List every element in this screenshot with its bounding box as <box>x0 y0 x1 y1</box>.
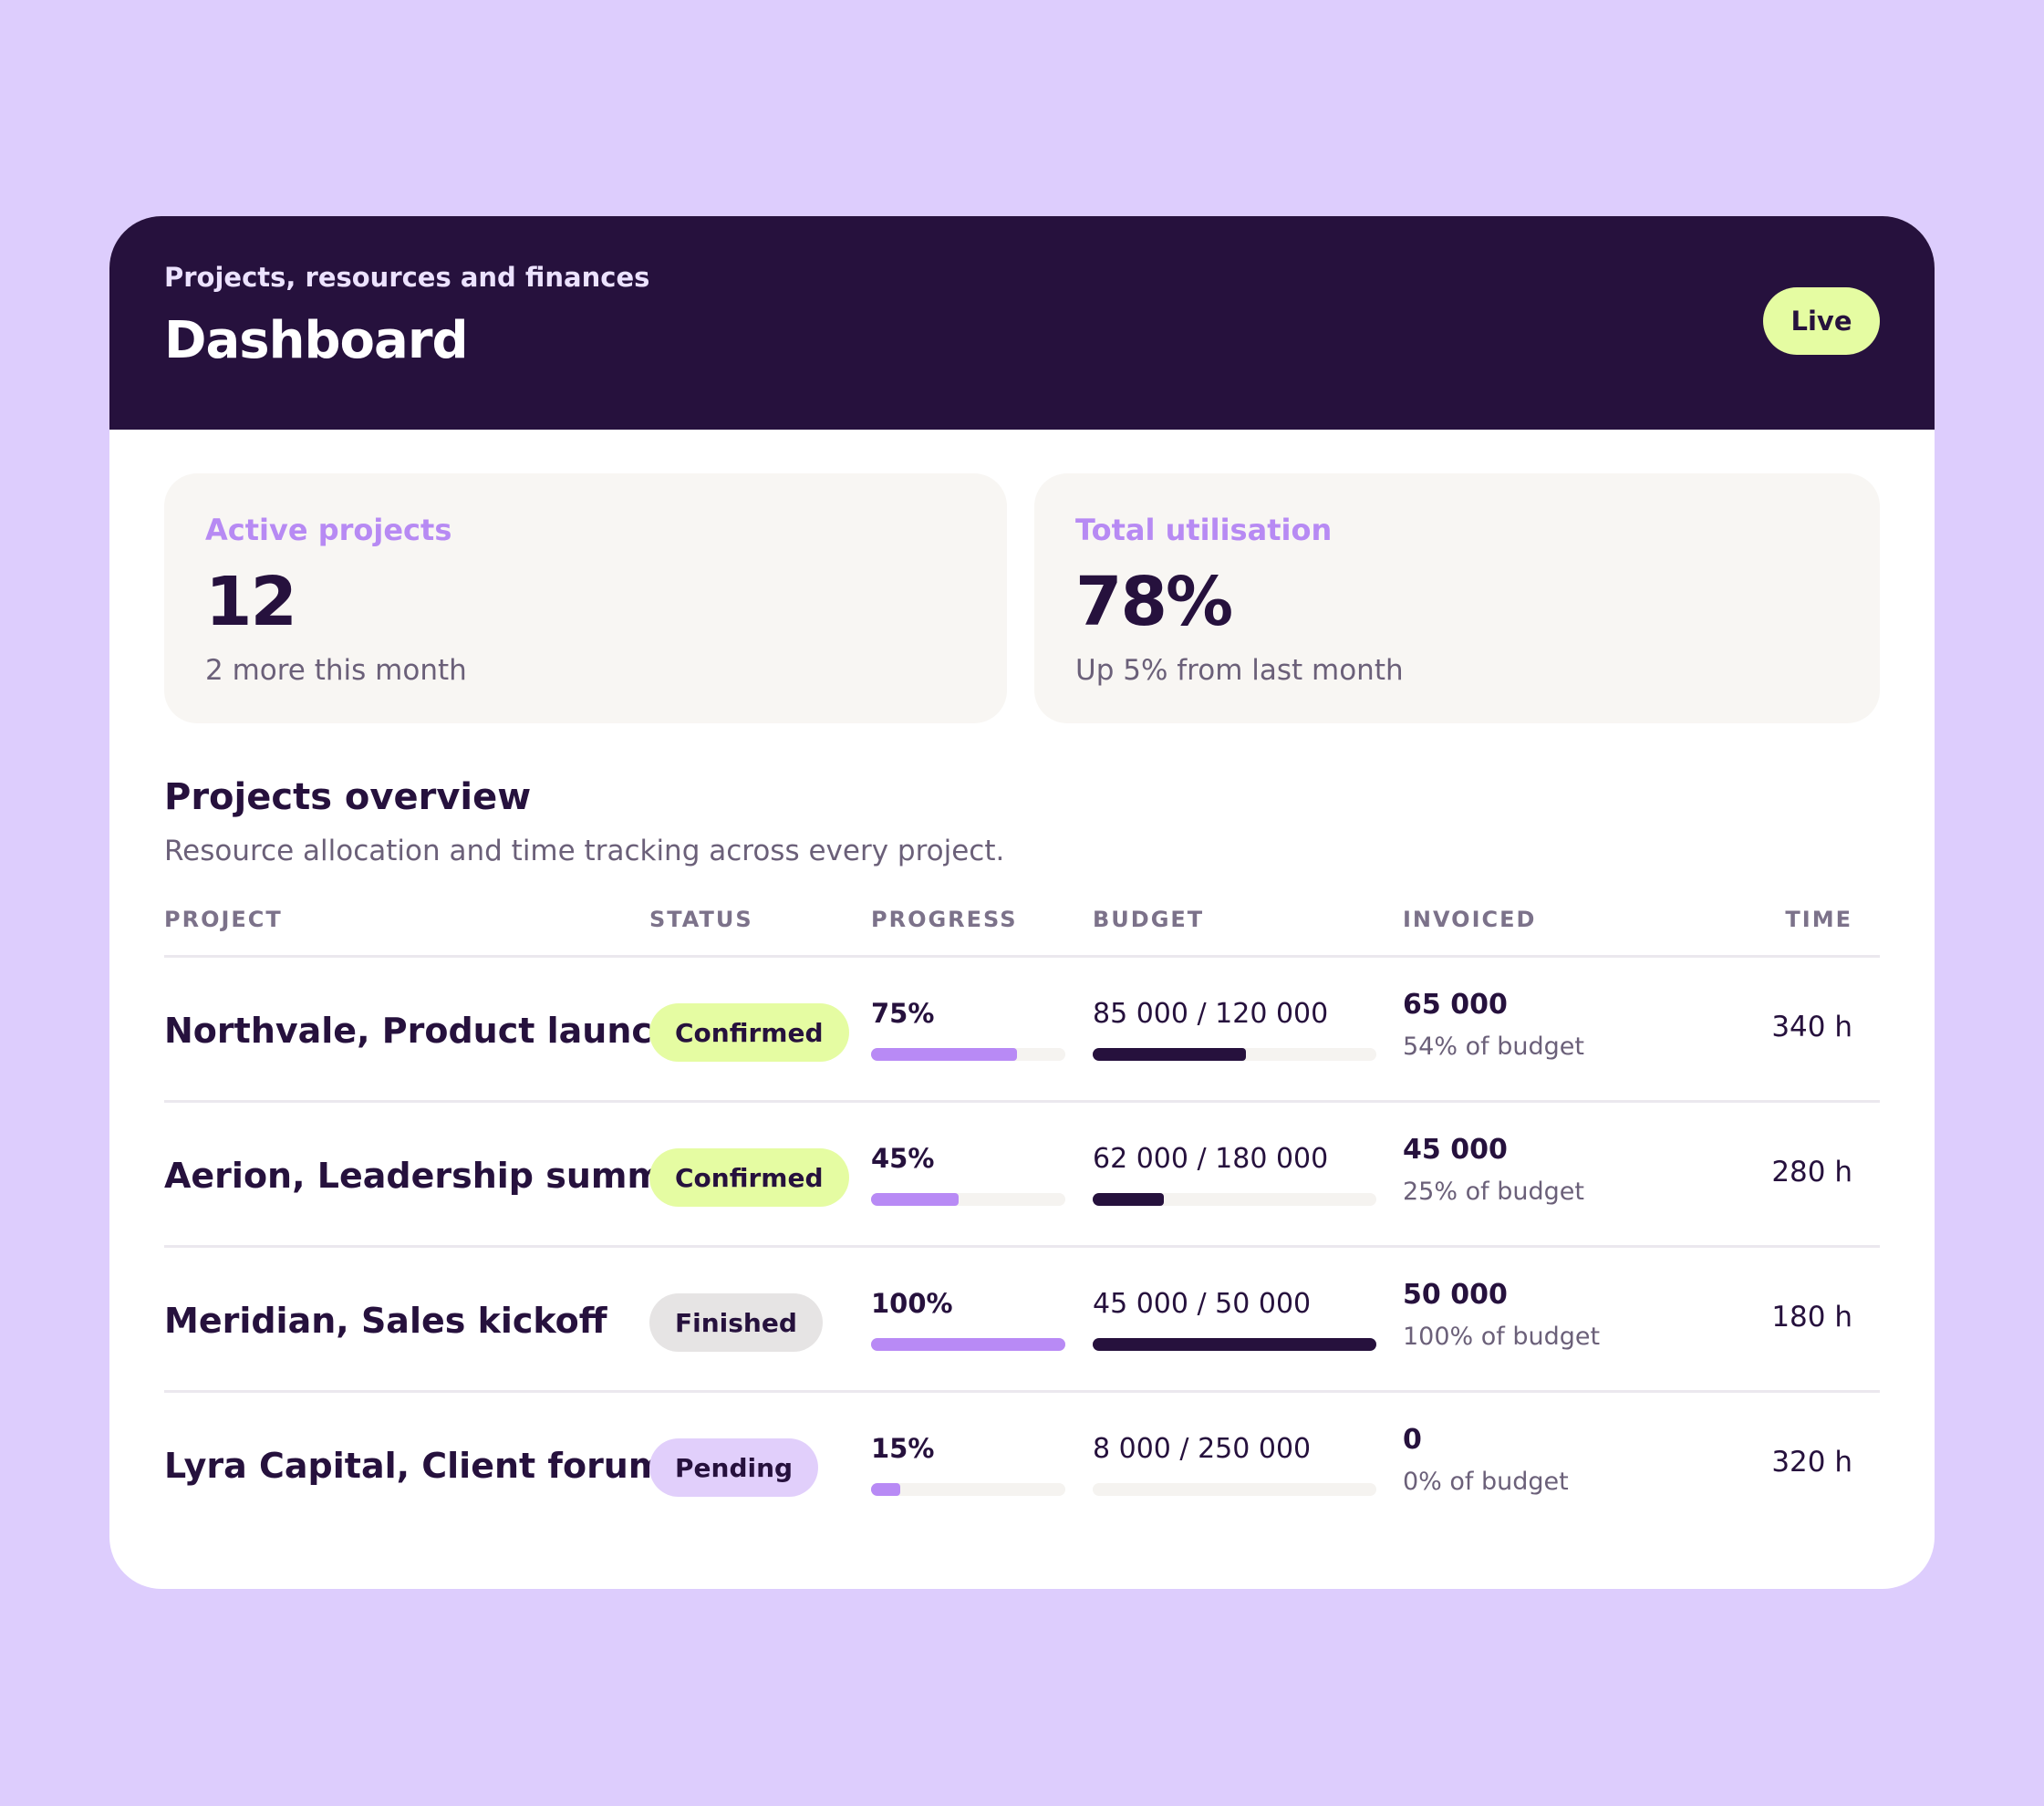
project-name: Lyra Capital, Client forum <box>164 1446 665 1486</box>
budget-value: 62 000 / 180 000 <box>1093 1143 1329 1175</box>
column-header-budget: BUDGET <box>1093 907 1205 932</box>
stat-label: Active projects <box>205 513 452 547</box>
progress-percent: 100% <box>871 1288 953 1319</box>
time-tracked: 320 h <box>1771 1446 1852 1479</box>
column-header-status: STATUS <box>649 907 753 932</box>
invoiced-amount: 0 <box>1403 1424 1422 1456</box>
progress-percent: 75% <box>871 998 935 1029</box>
progress-percent: 15% <box>871 1433 935 1464</box>
section-description: Resource allocation and time tracking ac… <box>164 835 1005 867</box>
budget-bar <box>1093 1338 1376 1351</box>
invoiced-amount: 45 000 <box>1403 1134 1508 1166</box>
invoiced-percent: 0% of budget <box>1403 1468 1569 1496</box>
stat-value: 12 <box>205 563 297 641</box>
time-tracked: 340 h <box>1771 1011 1852 1043</box>
progress-percent: 45% <box>871 1143 935 1174</box>
progress-bar-fill <box>871 1483 900 1496</box>
row-divider <box>164 1100 1880 1103</box>
budget-bar-fill <box>1093 1048 1246 1061</box>
progress-bar <box>871 1193 1065 1206</box>
progress-bar <box>871 1048 1065 1061</box>
stat-value: 78% <box>1075 563 1233 641</box>
stat-delta: 2 more this month <box>205 654 467 687</box>
status-badge: Finished <box>649 1293 823 1352</box>
budget-bar-fill <box>1093 1193 1164 1206</box>
row-divider <box>164 1390 1880 1393</box>
invoiced-amount: 65 000 <box>1403 989 1508 1021</box>
progress-bar-fill <box>871 1193 959 1206</box>
stat-card-active-projects: Active projects 12 2 more this month <box>164 473 1007 723</box>
budget-bar <box>1093 1048 1376 1061</box>
table-row[interactable]: Lyra Capital, Client forum Pending 15% 8… <box>164 1393 1880 1538</box>
row-divider <box>164 1245 1880 1248</box>
table-row[interactable]: Northvale, Product launch Confirmed 75% … <box>164 958 1880 1103</box>
status-badge: Pending <box>649 1438 819 1497</box>
live-status-badge: Live <box>1763 287 1880 355</box>
table-row[interactable]: Meridian, Sales kickoff Finished 100% 45… <box>164 1248 1880 1393</box>
budget-bar <box>1093 1193 1376 1206</box>
dashboard-header: Projects, resources and finances Dashboa… <box>109 216 1935 430</box>
section-title: Projects overview <box>164 776 532 818</box>
stat-card-total-utilisation: Total utilisation 78% Up 5% from last mo… <box>1034 473 1880 723</box>
column-header-progress: PROGRESS <box>871 907 1018 932</box>
budget-bar-fill <box>1093 1338 1376 1351</box>
progress-bar <box>871 1338 1065 1351</box>
time-tracked: 180 h <box>1771 1301 1852 1334</box>
time-tracked: 280 h <box>1771 1156 1852 1188</box>
project-name: Meridian, Sales kickoff <box>164 1301 607 1341</box>
progress-bar-fill <box>871 1338 1065 1351</box>
status-badge: Confirmed <box>649 1148 849 1207</box>
progress-bar <box>871 1483 1065 1496</box>
table-header-divider <box>164 955 1880 958</box>
column-header-invoiced: INVOICED <box>1403 907 1537 932</box>
progress-bar-fill <box>871 1048 1017 1061</box>
budget-bar <box>1093 1483 1376 1496</box>
budget-value: 45 000 / 50 000 <box>1093 1288 1312 1320</box>
invoiced-percent: 54% of budget <box>1403 1033 1584 1061</box>
column-header-project: PROJECT <box>164 907 283 932</box>
budget-value: 85 000 / 120 000 <box>1093 998 1329 1030</box>
invoiced-percent: 100% of budget <box>1403 1323 1601 1351</box>
table-row[interactable]: Aerion, Leadership summit Confirmed 45% … <box>164 1103 1880 1248</box>
invoiced-amount: 50 000 <box>1403 1279 1508 1311</box>
invoiced-percent: 25% of budget <box>1403 1178 1584 1206</box>
stat-label: Total utilisation <box>1075 513 1333 547</box>
dashboard-card: Projects, resources and finances Dashboa… <box>109 216 1935 1589</box>
header-subtitle: Projects, resources and finances <box>164 262 650 293</box>
project-name: Northvale, Product launch <box>164 1011 677 1051</box>
project-name: Aerion, Leadership summit <box>164 1156 692 1196</box>
column-header-time: TIME <box>1785 907 1852 932</box>
stat-delta: Up 5% from last month <box>1075 654 1404 687</box>
budget-value: 8 000 / 250 000 <box>1093 1433 1312 1465</box>
page-title: Dashboard <box>164 311 469 370</box>
status-badge: Confirmed <box>649 1003 849 1062</box>
